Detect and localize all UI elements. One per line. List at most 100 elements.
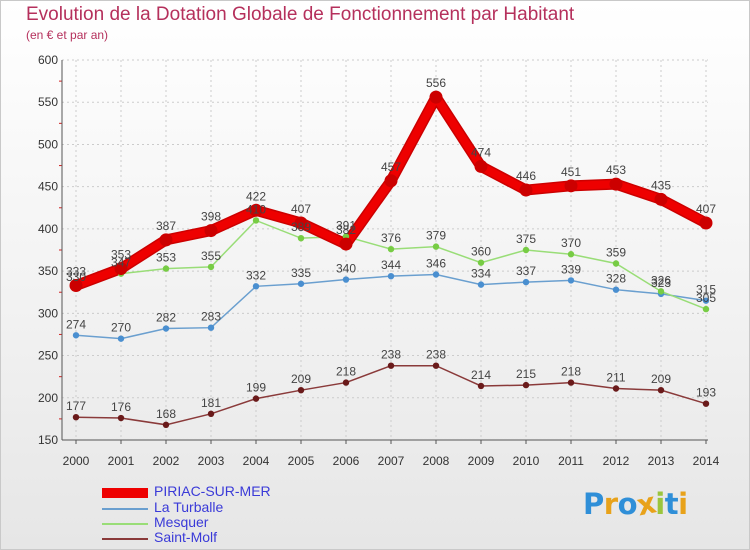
- point-piriac-sur-mer-2014: [699, 216, 713, 230]
- point-saint-molf-2003: [207, 410, 215, 418]
- data-label-piriac-sur-mer-2002: 387: [156, 219, 176, 233]
- data-label-piriac-sur-mer-2010: 446: [516, 169, 536, 183]
- point-piriac-sur-mer-2013: [654, 192, 668, 206]
- data-label-la-turballe-2012: 328: [606, 272, 626, 286]
- y-tick-label: 250: [38, 349, 58, 363]
- point-piriac-sur-mer-2011: [564, 179, 578, 193]
- x-tick-label: 2011: [558, 454, 584, 468]
- data-label-la-turballe-2010: 337: [516, 264, 536, 278]
- point-saint-molf-2000: [72, 414, 80, 421]
- legend-swatch-la-turballe: [102, 508, 148, 510]
- data-label-mesquer-2008: 379: [426, 229, 446, 243]
- x-tick-label: 2007: [378, 454, 405, 468]
- point-saint-molf-2005: [297, 386, 305, 394]
- x-tick-label: 2005: [288, 454, 315, 468]
- x-tick-label: 2002: [153, 454, 180, 468]
- point-saint-molf-2014: [702, 400, 710, 407]
- data-label-mesquer-2011: 370: [561, 236, 581, 250]
- data-label-piriac-sur-mer-2009: 474: [471, 145, 491, 159]
- point-mesquer-2009: [477, 259, 485, 266]
- point-saint-molf-2013: [657, 386, 665, 394]
- logo-letter: r: [603, 487, 618, 521]
- y-tick-label: 150: [38, 433, 58, 447]
- data-label-la-turballe-2004: 332: [246, 268, 266, 282]
- point-mesquer-2004: [252, 217, 260, 224]
- point-mesquer-2014: [702, 305, 710, 313]
- data-label-saint-molf-2007: 238: [381, 348, 401, 362]
- data-label-la-turballe-2000: 274: [66, 317, 86, 331]
- data-label-mesquer-2004: 410: [246, 202, 266, 216]
- point-saint-molf-2001: [117, 414, 125, 422]
- data-label-saint-molf-2013: 209: [651, 372, 671, 386]
- data-label-la-turballe-2006: 340: [336, 262, 356, 276]
- data-label-piriac-sur-mer-2001: 353: [111, 248, 131, 262]
- point-piriac-sur-mer-2008: [429, 90, 443, 104]
- legend-label-piriac-sur-mer: PIRIAC-SUR-MER: [154, 483, 271, 499]
- point-saint-molf-2008: [432, 362, 440, 369]
- y-tick-label: 600: [38, 53, 58, 67]
- series-markers: [69, 90, 713, 428]
- data-label-piriac-sur-mer-2003: 398: [201, 210, 221, 224]
- data-label-saint-molf-2003: 181: [201, 396, 221, 410]
- data-label-la-turballe-2013: 323: [651, 276, 671, 290]
- y-tick-label: 450: [38, 180, 58, 194]
- x-tick-label: 2006: [333, 454, 360, 468]
- data-label-saint-molf-2002: 168: [156, 407, 176, 421]
- data-label-la-turballe-2005: 335: [291, 266, 311, 280]
- point-mesquer-2005: [297, 234, 305, 242]
- data-label-mesquer-2003: 355: [201, 249, 221, 263]
- point-mesquer-2011: [567, 251, 575, 258]
- legend-swatch-mesquer: [102, 523, 148, 525]
- data-label-la-turballe-2014: 315: [696, 283, 716, 297]
- point-mesquer-2007: [387, 245, 395, 253]
- point-piriac-sur-mer-2004: [249, 203, 263, 217]
- legend-label-mesquer: Mesquer: [154, 514, 209, 530]
- y-tick-label: 400: [38, 222, 58, 236]
- data-label-piriac-sur-mer-2005: 407: [291, 202, 311, 216]
- legend-swatch-saint-molf: [102, 538, 148, 540]
- point-la-turballe-2000: [72, 332, 80, 339]
- data-label-la-turballe-2008: 346: [426, 256, 446, 270]
- data-label-saint-molf-2014: 193: [696, 386, 716, 400]
- point-piriac-sur-mer-2002: [159, 233, 173, 247]
- point-saint-molf-2004: [252, 395, 260, 402]
- logo-letter: i: [678, 487, 688, 521]
- data-label-saint-molf-2008: 238: [426, 348, 446, 362]
- legend-label-la-turballe: La Turballe: [154, 499, 224, 515]
- point-la-turballe-2006: [342, 276, 350, 283]
- x-tick-label: 2000: [63, 454, 90, 468]
- data-label-saint-molf-2010: 215: [516, 367, 536, 381]
- data-label-piriac-sur-mer-2007: 457: [381, 160, 401, 174]
- y-tick-label: 550: [38, 95, 58, 109]
- proxiti-logo: Proxiti: [583, 485, 688, 522]
- point-saint-molf-2007: [387, 362, 395, 369]
- data-label-la-turballe-2011: 339: [561, 262, 581, 276]
- data-label-piriac-sur-mer-2014: 407: [696, 202, 716, 216]
- x-tick-label: 2013: [648, 454, 675, 468]
- data-labels: 274 270 282 283 332 335 340 344 346 334 337 339 328 3…: [66, 76, 716, 421]
- data-label-saint-molf-2005: 209: [291, 372, 311, 386]
- data-label-piriac-sur-mer-2013: 435: [651, 178, 671, 192]
- point-saint-molf-2012: [612, 385, 620, 392]
- data-label-mesquer-2005: 389: [291, 220, 311, 234]
- data-label-la-turballe-2007: 344: [381, 258, 401, 272]
- data-label-mesquer-2000: 330: [66, 270, 86, 284]
- data-label-piriac-sur-mer-2006: 382: [336, 223, 356, 237]
- point-piriac-sur-mer-2000: [69, 278, 83, 292]
- point-saint-molf-2002: [162, 421, 170, 428]
- x-tick-label: 2008: [423, 454, 450, 468]
- data-label-piriac-sur-mer-2000: 333: [66, 264, 86, 278]
- point-la-turballe-2007: [387, 272, 395, 280]
- point-saint-molf-2006: [342, 379, 350, 386]
- point-la-turballe-2011: [567, 277, 575, 284]
- point-la-turballe-2001: [117, 335, 125, 342]
- y-tick-label: 350: [38, 264, 58, 278]
- point-mesquer-2013: [657, 288, 665, 295]
- data-label-mesquer-2014: 305: [696, 291, 716, 305]
- axes: 150 200 250 300 350 400 450 500 550 600 2000 2001 20…: [38, 53, 720, 468]
- point-la-turballe-2004: [252, 283, 260, 290]
- chart-subtitle: (en € et par an): [26, 28, 109, 42]
- point-piriac-sur-mer-2001: [114, 262, 128, 276]
- legend-label-saint-molf: Saint-Molf: [154, 529, 218, 545]
